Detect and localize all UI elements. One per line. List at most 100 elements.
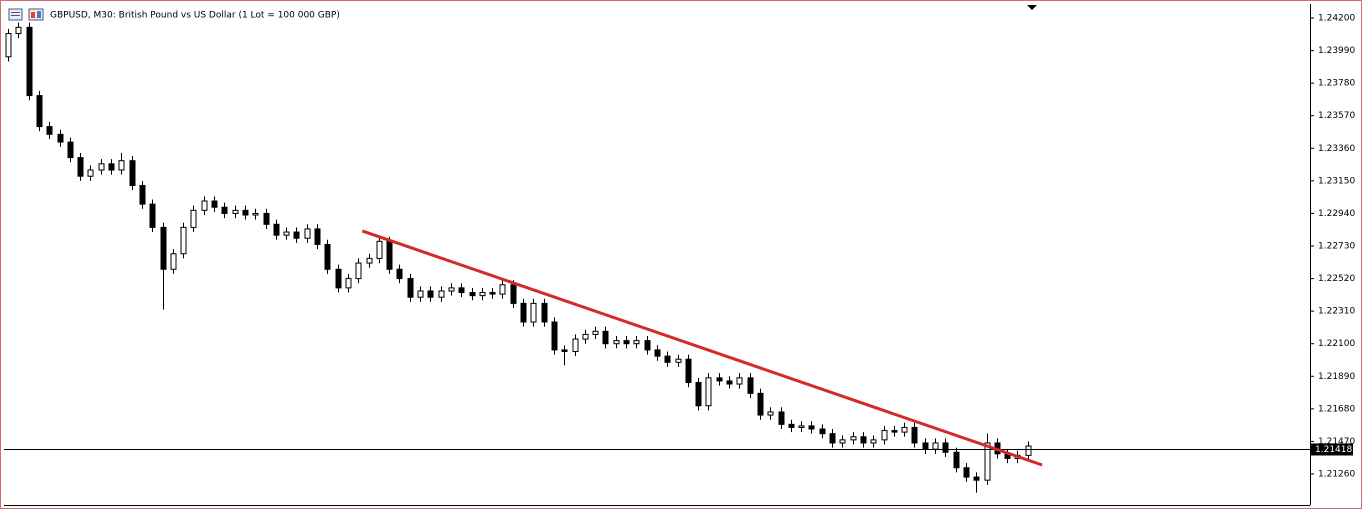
candle-body [448, 287, 455, 292]
last-price-box [1311, 443, 1353, 456]
candle-body [417, 290, 424, 298]
y-tick-label: 1.23150 [1318, 176, 1355, 186]
candle-body [695, 381, 702, 407]
candle-body [108, 163, 115, 171]
candle-body [129, 160, 136, 187]
candle-body [530, 302, 537, 323]
candle-body [77, 157, 84, 177]
candle-body [211, 200, 218, 208]
y-tick-label: 1.21260 [1318, 469, 1355, 479]
candle-body [891, 430, 898, 433]
candle-body [953, 451, 960, 469]
icon-list[interactable] [8, 8, 23, 21]
candle-body [273, 223, 280, 236]
y-tick-label: 1.23570 [1318, 111, 1355, 121]
y-tick-label: 1.23780 [1318, 79, 1355, 89]
candle-body [716, 377, 723, 382]
y-tick-label: 1.21680 [1318, 404, 1355, 414]
candle-body [664, 355, 671, 363]
candle-body [829, 433, 836, 444]
candle-body [736, 377, 743, 385]
candle-body [685, 358, 692, 383]
candle-body [561, 349, 568, 352]
candle-body [242, 209, 249, 216]
candle-body [1025, 445, 1032, 456]
candle-body [489, 292, 496, 295]
candle-body [778, 411, 785, 425]
y-tick-label: 1.21470 [1318, 437, 1355, 447]
candle-body [788, 423, 795, 428]
candle-body [819, 428, 826, 435]
y-tick-label: 1.21890 [1318, 372, 1355, 382]
candle-body [180, 226, 187, 255]
candle-body [613, 340, 620, 345]
candle-body [396, 268, 403, 280]
candle-body [283, 231, 290, 236]
y-tick-label: 1.24200 [1318, 14, 1355, 24]
candle-body [407, 278, 414, 298]
candle-body [881, 430, 888, 441]
y-tick-label: 1.22730 [1318, 242, 1355, 252]
candle-body [675, 358, 682, 363]
y-tick-label: 1.22520 [1318, 274, 1355, 284]
icon-bar [37, 11, 41, 18]
candle-body [139, 185, 146, 205]
candle-body [98, 163, 105, 171]
icon-windows[interactable] [28, 8, 44, 21]
candle-body [36, 95, 43, 128]
candle-body [654, 349, 661, 357]
candle-body [973, 476, 980, 481]
candle-body [932, 442, 939, 450]
candle-body [87, 169, 94, 177]
candle-body [345, 278, 352, 289]
candle-body [386, 240, 393, 270]
y-tick-label: 1.23990 [1318, 46, 1355, 56]
candle-body [747, 377, 754, 394]
candle-body [572, 338, 579, 352]
candle-body [860, 436, 867, 444]
candle-body [149, 203, 156, 228]
candle-body [551, 321, 558, 351]
candle-body [458, 287, 465, 294]
candle-body [850, 436, 857, 441]
candle-body [355, 262, 362, 280]
candle-body [190, 209, 197, 228]
last-price-label: 1.21418 [1315, 445, 1352, 455]
candle-body [26, 26, 33, 97]
candle-body [922, 442, 929, 450]
candle-body [479, 292, 486, 297]
candle-body [499, 284, 506, 295]
candle-body [984, 442, 991, 481]
candle-body [304, 228, 311, 239]
candle-body [46, 126, 53, 135]
y-tick-label: 1.22940 [1318, 209, 1355, 219]
candle-body [438, 290, 445, 298]
candle-body [901, 426, 908, 433]
candle-body [376, 240, 383, 259]
candle-body [757, 392, 764, 416]
shift-marker [1027, 5, 1037, 10]
candle-body [221, 206, 228, 214]
candle-body [170, 253, 177, 270]
candle-body [160, 226, 167, 270]
candle-body [798, 425, 805, 428]
icon-bar [31, 12, 35, 18]
toolbar-icons[interactable] [8, 8, 44, 21]
y-tick-label: 1.22310 [1318, 307, 1355, 317]
candle-body [67, 141, 74, 159]
y-tick-label: 1.23360 [1318, 144, 1355, 154]
candle-body [232, 209, 239, 214]
candle-body [767, 411, 774, 416]
candle-body [118, 160, 125, 171]
candle-body [644, 340, 651, 351]
candle-body [942, 442, 949, 453]
y-tick-label: 1.22100 [1318, 339, 1355, 349]
candle-body [366, 257, 373, 264]
candle-body [57, 133, 64, 143]
candle-body [335, 268, 342, 289]
candle-body [623, 340, 630, 345]
candle-body [541, 302, 548, 323]
candle-body [5, 33, 12, 58]
